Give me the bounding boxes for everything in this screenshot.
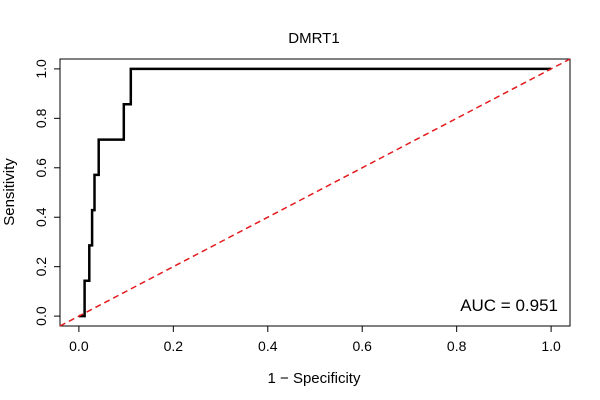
chart-title: DMRT1: [288, 30, 339, 47]
y-axis: 0.0 0.2 0.4 0.6 0.8 1.0: [33, 59, 60, 326]
x-axis-label: 1 − Specificity: [268, 370, 361, 387]
y-axis-label: Sensitivity: [1, 158, 18, 226]
y-tick-label: 1.0: [33, 59, 49, 79]
auc-annotation: AUC = 0.951: [460, 296, 558, 315]
plot-lines: [59, 58, 571, 327]
x-tick-label: 0.6: [352, 338, 372, 354]
x-tick-label: 0.4: [258, 338, 278, 354]
y-tick-label: 0.6: [33, 158, 49, 178]
x-tick-label: 1.0: [541, 338, 561, 354]
x-tick-label: 0.8: [447, 338, 467, 354]
y-tick-label: 0.0: [33, 306, 49, 326]
y-tick-label: 0.4: [33, 207, 49, 227]
x-axis: 0.0 0.2 0.4 0.6 0.8 1.0: [69, 326, 561, 354]
reference-diagonal-line: [59, 58, 571, 327]
roc-curve-line: [78, 67, 552, 318]
x-tick-label: 0.0: [69, 338, 89, 354]
x-tick-label: 0.2: [164, 338, 184, 354]
y-tick-label: 0.2: [33, 257, 49, 277]
y-tick-label: 0.8: [33, 108, 49, 128]
plot-frame: [59, 58, 571, 327]
